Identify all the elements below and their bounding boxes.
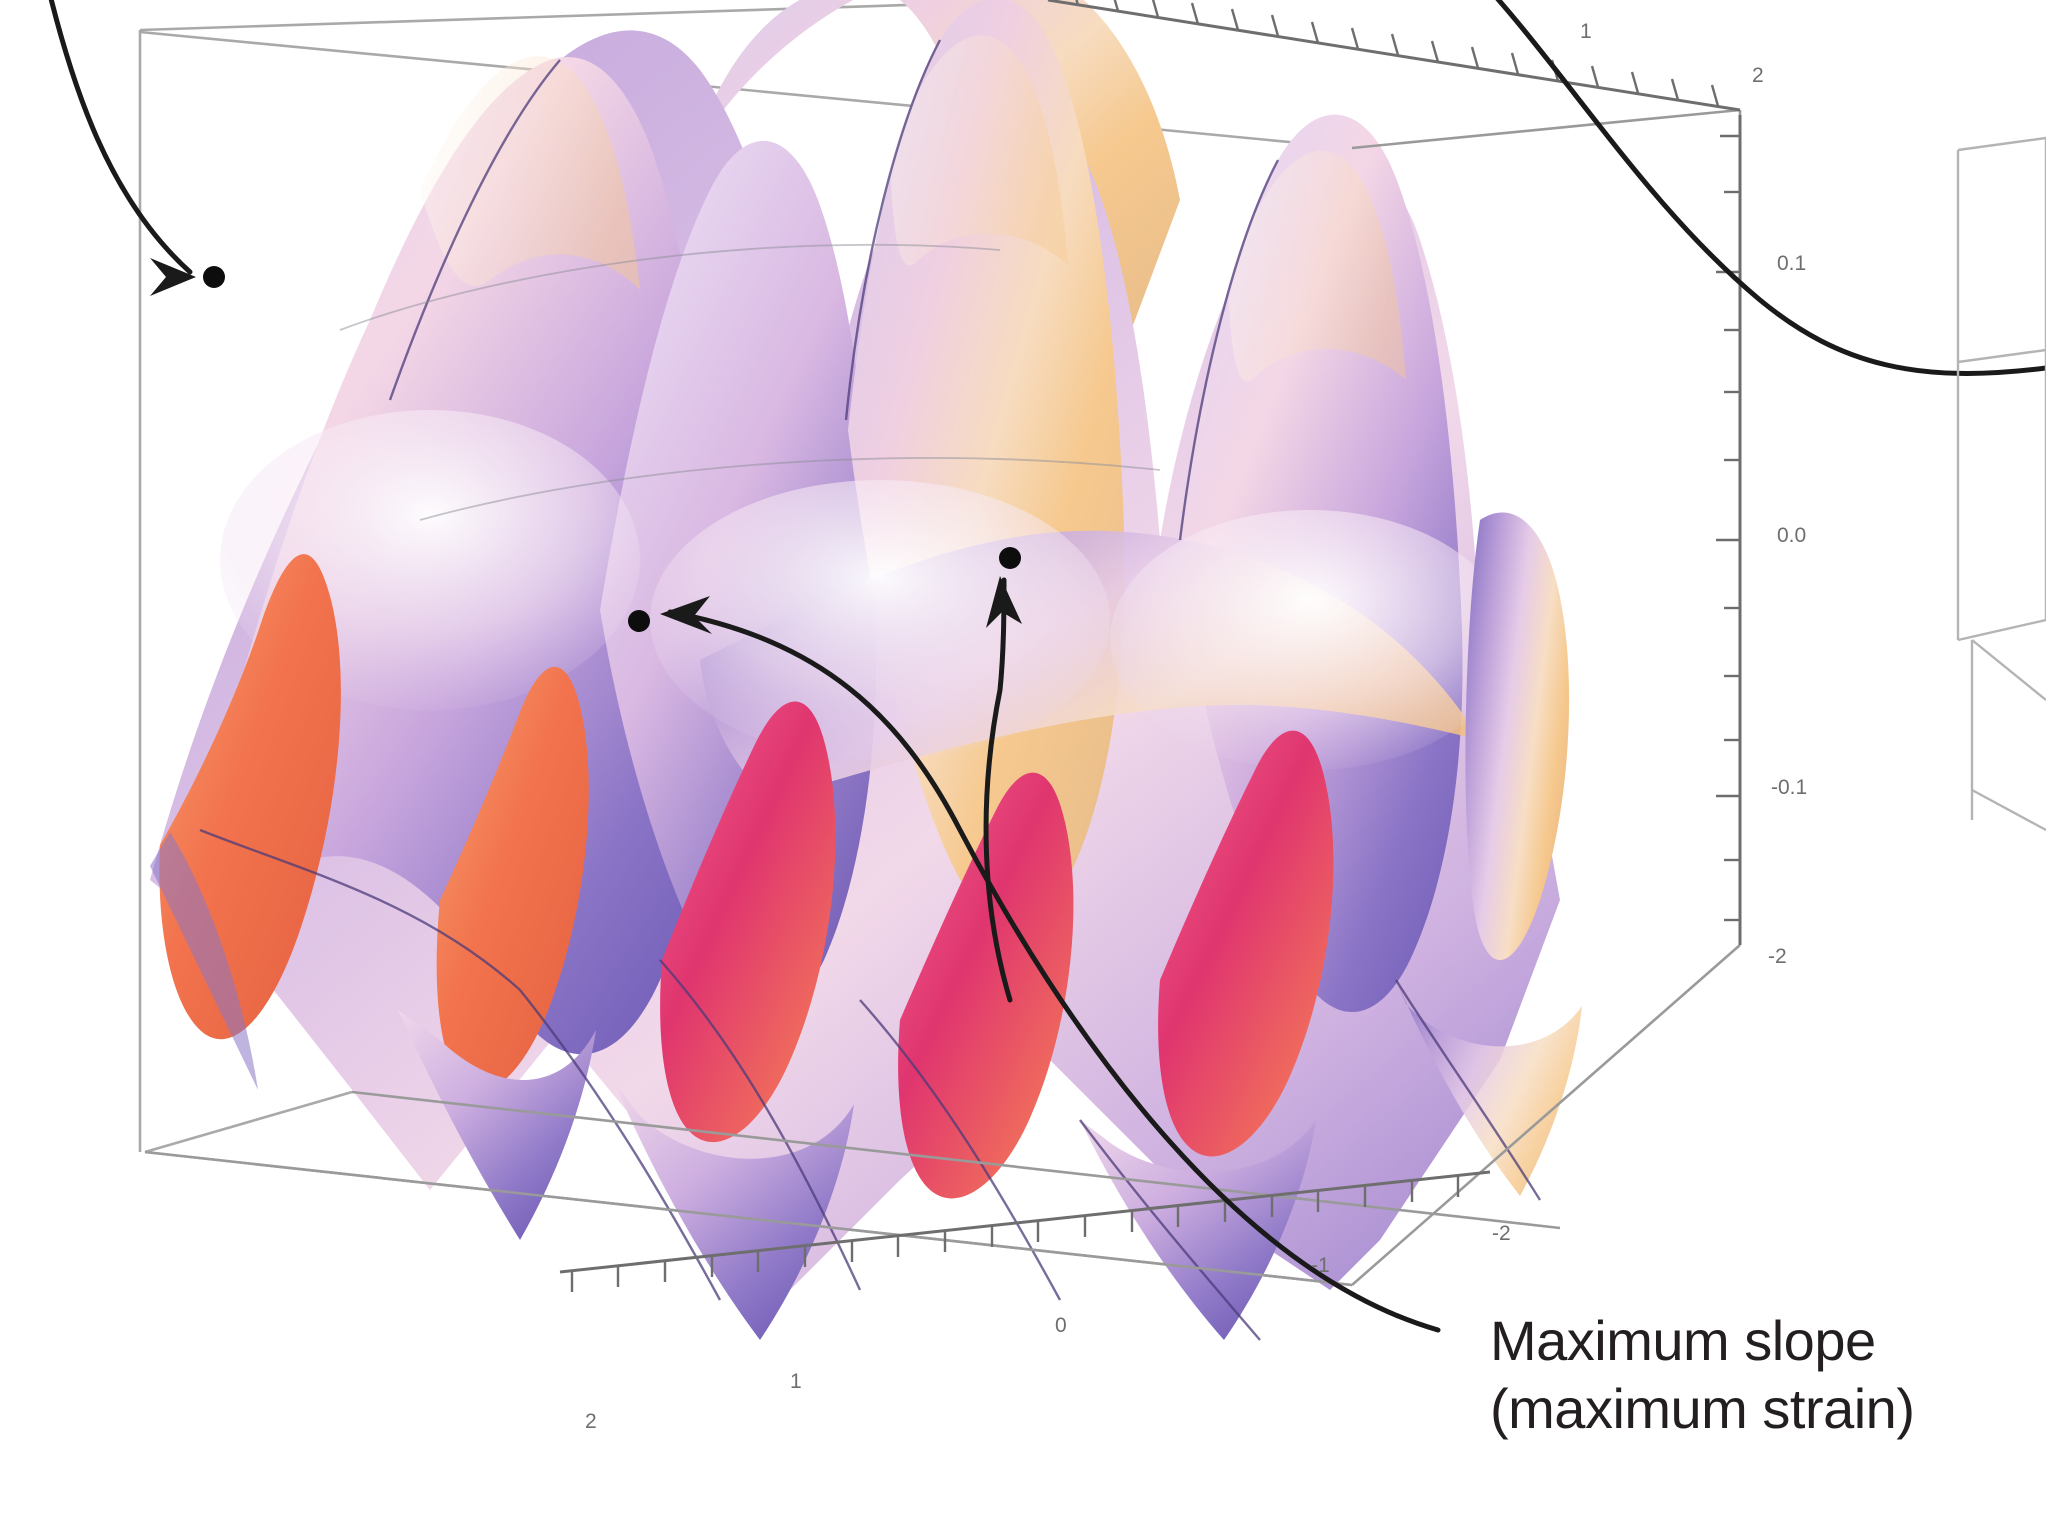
surface-fold-right	[1465, 512, 1570, 961]
surface-valley-5	[1158, 730, 1334, 1157]
surface-skirt-1	[150, 832, 258, 1090]
x-axis-ruler	[559, 1170, 1491, 1292]
surface-skirt-4	[1080, 1120, 1316, 1340]
surface-glow-right	[1110, 510, 1510, 770]
surface-skirt-3	[614, 1082, 854, 1340]
secondary-plot-frame	[1956, 136, 2046, 832]
surface-peak-1-highlight	[420, 56, 640, 290]
y-axis-tick-label-1: 2	[1752, 64, 1764, 87]
arrowhead-center-left	[660, 596, 712, 634]
arrowhead-top-left	[150, 258, 196, 296]
y-axis-ruler	[1047, 0, 1741, 112]
surface-valley-3	[660, 701, 836, 1143]
maximum-slope-label-line2: (maximum strain)	[1490, 1377, 1915, 1440]
arrowhead-center-right	[986, 576, 1022, 628]
z-axis-tick-label-1: 0.0	[1777, 524, 1807, 547]
leader-line-center-left	[667, 609, 1441, 1333]
surface-mesh-lines	[199, 39, 1542, 1341]
annotation-arrowheads	[150, 258, 1022, 634]
leader-line-right	[1495, 0, 2046, 376]
surface-peak-3-highlight	[890, 35, 1068, 266]
leader-line-center-right	[983, 577, 1013, 1003]
x-axis-tick-label-1: 1	[790, 1370, 802, 1393]
callout-dot-center-left	[628, 610, 650, 632]
surface-mesh	[150, 0, 1582, 1341]
annotation-dots	[203, 266, 1021, 632]
y-axis-tick-label-0: 1	[1580, 20, 1592, 43]
maximum-slope-label-line1: Maximum slope	[1490, 1309, 1876, 1372]
surface-valley-4	[898, 772, 1074, 1199]
surface-valley-2	[436, 666, 589, 1091]
z-axis-tick-label-2: -0.1	[1771, 776, 1808, 799]
surface-glow-center	[650, 480, 1110, 760]
callout-dot-top-left	[203, 266, 225, 288]
x-axis-tick-label-2: 0	[1055, 1314, 1067, 1337]
surface-peak-4-highlight	[1228, 150, 1406, 382]
callout-dot-center-right	[999, 547, 1021, 569]
annotation-leaders	[48, 0, 2046, 1333]
z-axis-tick-label-0: 0.1	[1777, 252, 1807, 275]
surface-skirt-2	[398, 1010, 596, 1240]
x-axis-tick-label-0: 2	[585, 1410, 597, 1433]
z-axis-ruler	[1716, 115, 1742, 945]
surface-skirt-5	[1396, 980, 1582, 1196]
leader-line-top-left	[48, 0, 193, 275]
surface-frame-grid	[339, 243, 1161, 521]
z-axis-corner-tick-label: -2	[1768, 945, 1787, 968]
x-axis-tick-label-4: -2	[1492, 1222, 1511, 1245]
x-axis-tick-label-3: -1	[1311, 1254, 1330, 1277]
